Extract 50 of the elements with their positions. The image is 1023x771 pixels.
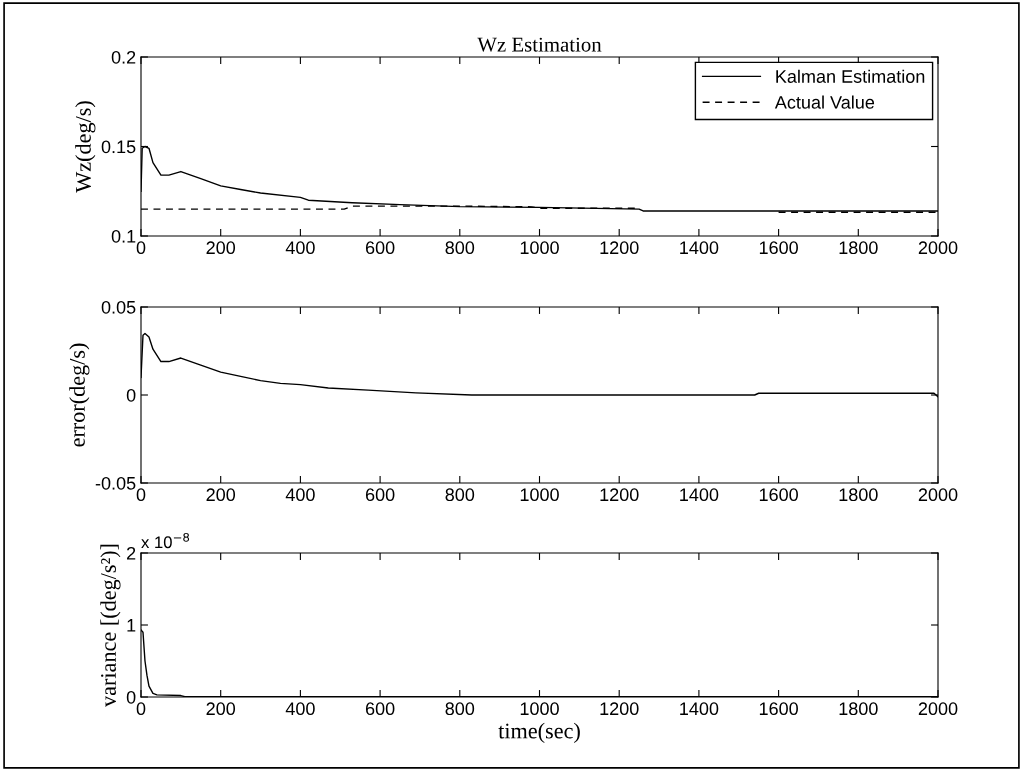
y-tick-label: 0.15 bbox=[101, 140, 136, 154]
x-tick-label: 1400 bbox=[680, 488, 719, 502]
x-tick-label: 400 bbox=[285, 241, 315, 255]
x-tick-label: 2000 bbox=[918, 702, 958, 716]
x-tick-label: 0 bbox=[136, 702, 146, 716]
x-tick-label: 1000 bbox=[520, 241, 559, 255]
x-tick-label: 800 bbox=[445, 241, 475, 255]
chart-title: Wz Estimation bbox=[477, 37, 602, 52]
x-tick-label: 1000 bbox=[520, 488, 559, 502]
legend-label: Kalman Estimation bbox=[776, 69, 925, 83]
y-axis-title: Wz(deg/s) bbox=[75, 101, 96, 193]
x-axis-title: time(sec) bbox=[498, 722, 580, 744]
x-tick-label: 400 bbox=[285, 488, 315, 502]
y-tick-label: 0 bbox=[126, 388, 136, 402]
x-tick-label: 1600 bbox=[759, 702, 798, 716]
x-tick-label: 800 bbox=[445, 488, 475, 502]
x-tick-label: 1600 bbox=[759, 241, 798, 255]
y-tick-label: 1 bbox=[127, 619, 136, 632]
y-tick-label: 0.1 bbox=[111, 229, 136, 243]
y-tick-label: 0.05 bbox=[101, 300, 136, 314]
x-tick-label: 1200 bbox=[600, 241, 639, 255]
x-tick-label: 1400 bbox=[680, 702, 719, 716]
y-tick-label: 2 bbox=[127, 546, 136, 560]
x-tick-label: 1000 bbox=[520, 702, 559, 716]
y-tick-label: 0.2 bbox=[111, 50, 136, 64]
x-tick-label: 0 bbox=[136, 488, 146, 502]
y-tick-label: 0 bbox=[126, 690, 136, 704]
x-tick-label: 1600 bbox=[759, 488, 798, 502]
x-tick-label: 800 bbox=[445, 702, 475, 716]
text: x 10$^{−8}$ bbox=[141, 532, 190, 549]
x-tick-label: 2000 bbox=[918, 241, 958, 255]
x-tick-label: 600 bbox=[365, 488, 395, 502]
x-tick-label: 1800 bbox=[839, 488, 878, 502]
x-tick-label: 1400 bbox=[680, 241, 719, 255]
y-tick-label: -0.05 bbox=[95, 476, 136, 490]
x-tick-label: 600 bbox=[365, 702, 395, 716]
x-tick-label: 2000 bbox=[918, 488, 958, 502]
y-axis-title: variance [(deg/s²)] bbox=[100, 544, 121, 707]
x-tick-label: 1800 bbox=[839, 241, 878, 255]
x-tick-label: 1200 bbox=[600, 488, 639, 502]
x-tick-label: 0 bbox=[136, 241, 146, 255]
x-tick-label: 200 bbox=[206, 702, 236, 716]
x-tick-label: 600 bbox=[365, 241, 395, 255]
x-tick-label: 200 bbox=[206, 488, 236, 502]
legend-label: Actual Value bbox=[774, 95, 875, 109]
x-tick-label: 1200 bbox=[600, 702, 639, 716]
x-tick-label: 200 bbox=[206, 241, 236, 255]
x-tick-label: 1800 bbox=[839, 702, 878, 716]
x-tick-label: 400 bbox=[285, 702, 315, 716]
y-axis-title: error(deg/s) bbox=[69, 343, 90, 447]
